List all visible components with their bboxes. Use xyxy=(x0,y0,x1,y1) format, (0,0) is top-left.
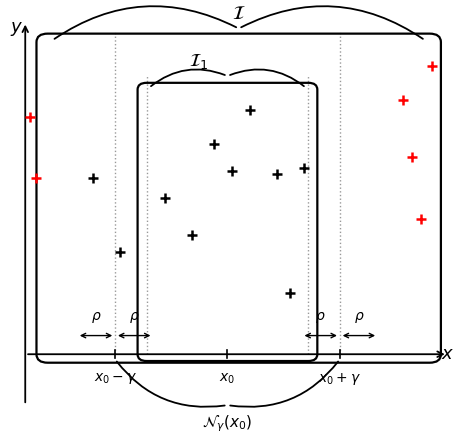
Text: $x_0$: $x_0$ xyxy=(219,371,235,385)
Text: $y$: $y$ xyxy=(10,19,23,38)
Text: $x_0 - \gamma$: $x_0 - \gamma$ xyxy=(93,371,136,386)
Text: $\rho$: $\rho$ xyxy=(129,310,140,325)
Text: $\rho$: $\rho$ xyxy=(354,310,364,325)
Text: $x$: $x$ xyxy=(441,345,454,363)
Text: $x_0 + \gamma$: $x_0 + \gamma$ xyxy=(318,371,361,387)
Text: $\rho$: $\rho$ xyxy=(91,310,101,325)
Text: $\mathcal{N}_\gamma(x_0)$: $\mathcal{N}_\gamma(x_0)$ xyxy=(202,414,253,434)
Text: $\rho$: $\rho$ xyxy=(316,310,326,325)
Text: $\mathcal{I}$: $\mathcal{I}$ xyxy=(232,4,245,23)
Text: $\mathcal{I}_1$: $\mathcal{I}_1$ xyxy=(189,52,208,71)
